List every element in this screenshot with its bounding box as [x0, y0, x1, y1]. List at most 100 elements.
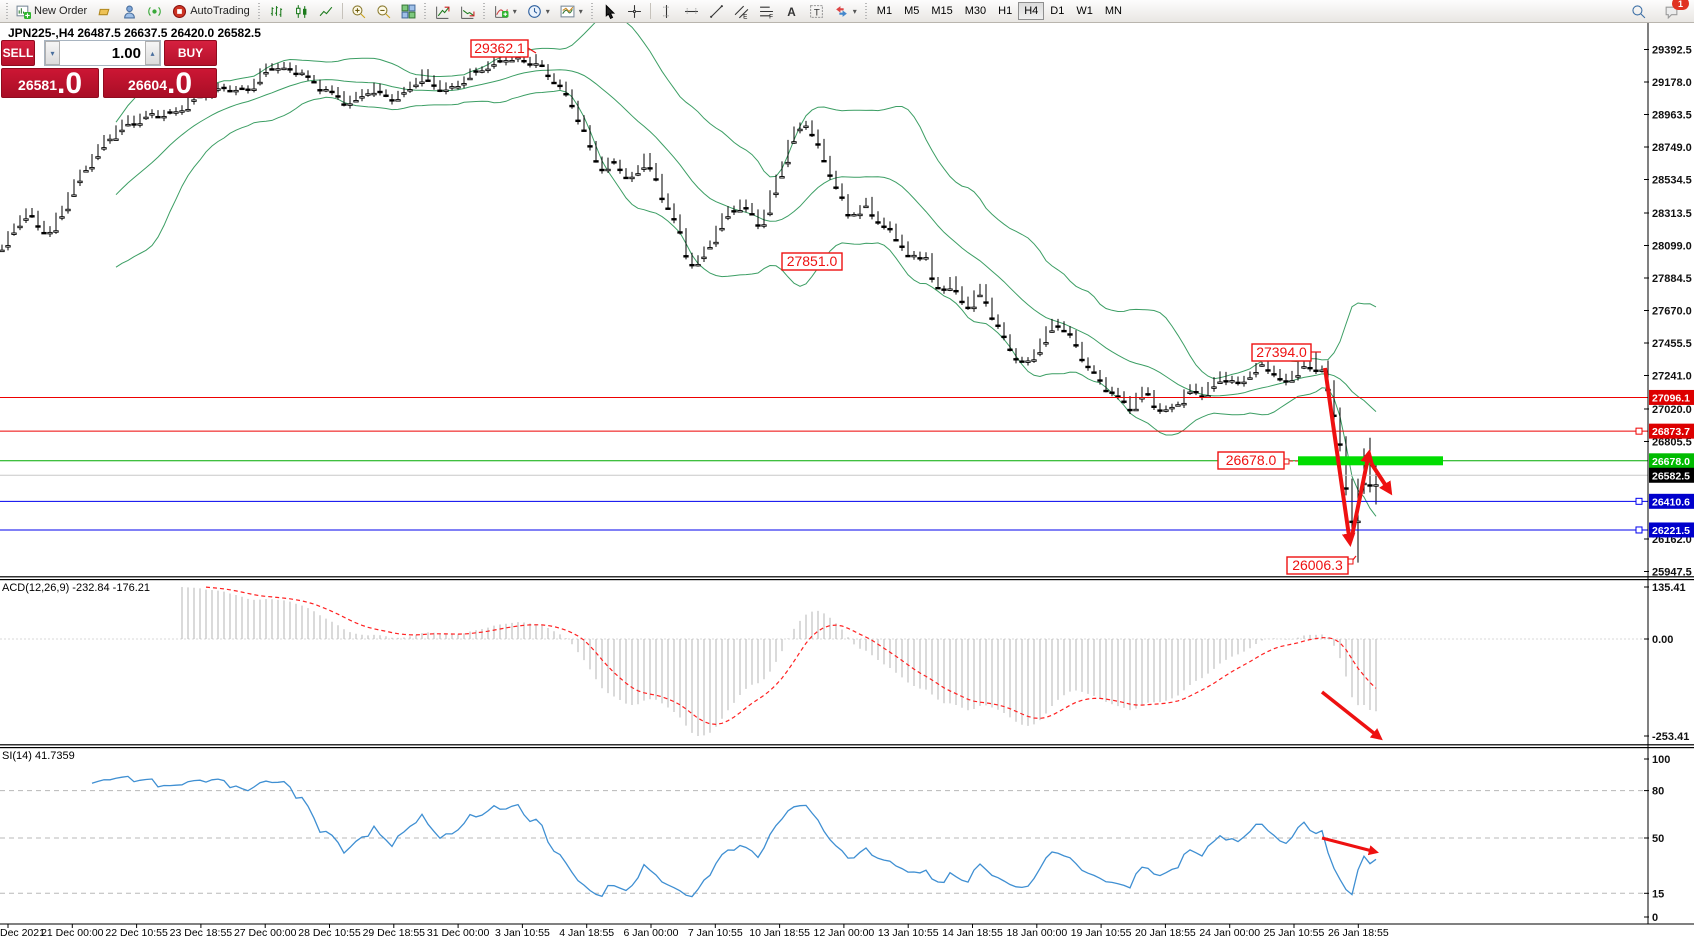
- svg-text:28534.5: 28534.5: [1652, 175, 1692, 187]
- chart-shift-icon-icon: [460, 6, 475, 19]
- svg-text:10 Jan 18:55: 10 Jan 18:55: [749, 927, 810, 939]
- zoom-out-icon[interactable]: [372, 1, 395, 21]
- svg-text:Dec 2021: Dec 2021: [0, 927, 45, 939]
- main-price-panel[interactable]: [0, 16, 1379, 563]
- svg-text:18 Jan 00:00: 18 Jan 00:00: [1006, 927, 1067, 939]
- sell-price-big: .0: [56, 67, 83, 100]
- timeframe-button-D1[interactable]: D1: [1044, 2, 1070, 20]
- buy-button[interactable]: BUY: [164, 40, 217, 66]
- svg-text:27 Dec 00:00: 27 Dec 00:00: [234, 927, 297, 939]
- timeframe-button-M1[interactable]: M1: [871, 2, 898, 20]
- arrows-menu-button[interactable]: ▾: [830, 1, 861, 21]
- svg-text:27884.5: 27884.5: [1652, 273, 1692, 285]
- timeframe-button-H4[interactable]: H4: [1018, 2, 1045, 20]
- fibonacci-icon-icon: F: [759, 6, 773, 19]
- svg-text:23 Dec 18:55: 23 Dec 18:55: [170, 927, 233, 939]
- svg-text:27020.0: 27020.0: [1652, 404, 1692, 416]
- svg-text:22 Dec 10:55: 22 Dec 10:55: [105, 927, 168, 939]
- vertical-line-icon[interactable]: [655, 1, 678, 21]
- templates-menu-button[interactable]: ▾: [556, 1, 587, 21]
- notifications-icon[interactable]: 1: [1660, 0, 1689, 22]
- periods-icon: [527, 4, 541, 18]
- svg-text:80: 80: [1652, 786, 1664, 798]
- fibonacci-icon[interactable]: F: [755, 1, 778, 21]
- price-level-lines[interactable]: [0, 396, 1648, 534]
- svg-text:0.00: 0.00: [1652, 634, 1673, 646]
- sell-button[interactable]: SELL: [1, 40, 35, 66]
- volume-box: ▾ ▴: [44, 40, 161, 66]
- horizontal-line-icon[interactable]: [680, 1, 703, 21]
- notification-badge: 1: [1672, 0, 1689, 10]
- toolbar-grip: [863, 3, 869, 19]
- svg-text:31 Dec 00:00: 31 Dec 00:00: [427, 927, 490, 939]
- mql-community-icon-icon: [98, 8, 110, 15]
- rsi-panel[interactable]: [0, 775, 1648, 898]
- arrows-icon: [835, 5, 847, 17]
- svg-text:6 Jan 00:00: 6 Jan 00:00: [624, 927, 679, 939]
- timeframe-button-MN[interactable]: MN: [1099, 2, 1128, 20]
- trendline-icon[interactable]: [705, 1, 728, 21]
- timeframe-button-W1[interactable]: W1: [1070, 2, 1099, 20]
- caret-up-icon: ▴: [150, 48, 155, 58]
- tile-windows-icon[interactable]: [397, 1, 420, 21]
- search-icon[interactable]: [1627, 0, 1650, 22]
- svg-text:12 Jan 00:00: 12 Jan 00:00: [814, 927, 875, 939]
- svg-text:26582.5: 26582.5: [1652, 470, 1690, 482]
- buy-price[interactable]: 26604.0: [103, 68, 217, 99]
- crosshair-icon[interactable]: [623, 1, 646, 21]
- expert-advisors-icon[interactable]: [118, 1, 141, 21]
- svg-text:19 Jan 10:55: 19 Jan 10:55: [1071, 927, 1132, 939]
- svg-text:25947.5: 25947.5: [1652, 566, 1692, 578]
- timeframe-button-M5[interactable]: M5: [898, 2, 925, 20]
- macd-panel[interactable]: [0, 586, 1648, 736]
- tile-windows-icon-icon: [401, 4, 416, 18]
- crosshair-icon-icon: [627, 4, 641, 18]
- cursor-icon[interactable]: [598, 1, 621, 21]
- zoom-in-icon-icon: [352, 4, 366, 18]
- indicators-icon: [494, 5, 509, 18]
- volume-increase-button[interactable]: ▴: [145, 41, 160, 65]
- text-label-icon-icon: T: [809, 4, 823, 18]
- timeframe-button-M30[interactable]: M30: [959, 2, 992, 20]
- text-label-icon[interactable]: T: [805, 1, 828, 21]
- svg-text:26410.6: 26410.6: [1652, 496, 1690, 508]
- new-order-button[interactable]: New Order: [12, 1, 91, 21]
- toolbar-separator: [649, 3, 651, 19]
- bar-chart-icon[interactable]: [265, 1, 288, 21]
- svg-text:24 Jan 00:00: 24 Jan 00:00: [1199, 927, 1260, 939]
- svg-text:13 Jan 10:55: 13 Jan 10:55: [878, 927, 939, 939]
- line-chart-icon[interactable]: [315, 1, 338, 21]
- auto-scroll-icon[interactable]: [431, 1, 454, 21]
- sell-price[interactable]: 26581.0: [1, 67, 100, 100]
- svg-text:50: 50: [1652, 833, 1664, 845]
- periods-menu-button[interactable]: ▾: [523, 1, 554, 21]
- trendline-icon-icon: [709, 4, 723, 18]
- zoom-out-icon-icon: [377, 4, 391, 18]
- volume-input[interactable]: [60, 41, 145, 65]
- zoom-in-icon[interactable]: [347, 1, 370, 21]
- text-icon[interactable]: A: [780, 1, 803, 21]
- candlestick-chart-icon[interactable]: [290, 1, 313, 21]
- autotrading-button[interactable]: AutoTrading: [168, 1, 254, 21]
- chart-shift-icon[interactable]: [456, 1, 479, 21]
- toolbar-grip: [256, 3, 262, 19]
- equidistant-channel-icon[interactable]: E: [730, 1, 753, 21]
- candlestick-chart-icon-icon: [295, 4, 307, 18]
- timeframe-button-H1[interactable]: H1: [992, 2, 1018, 20]
- signals-icon[interactable]: [143, 1, 166, 21]
- price-axis[interactable]: 29392.5 29178.0 28963.5 28749.0 28534.5 28313…: [1644, 23, 1694, 924]
- indicators-menu-button[interactable]: ▾: [490, 1, 521, 21]
- chart-annotations[interactable]: 29362.1 27851.0 27394.0 26678.0 26006.3: [470, 39, 1393, 856]
- mql-community-icon[interactable]: [93, 1, 116, 21]
- svg-text:21 Dec 00:00: 21 Dec 00:00: [41, 927, 104, 939]
- svg-text:26678.0: 26678.0: [1226, 452, 1277, 468]
- volume-decrease-button[interactable]: ▾: [45, 41, 60, 65]
- timeframe-button-M15[interactable]: M15: [925, 2, 958, 20]
- svg-text:26805.5: 26805.5: [1652, 436, 1692, 448]
- horizontal-line-icon-icon: [684, 7, 698, 15]
- svg-text:0: 0: [1652, 912, 1658, 924]
- chart-info-line: JPN225-,H4 26487.5 26637.5 26420.0 26582…: [8, 26, 261, 40]
- svg-text:27394.0: 27394.0: [1256, 344, 1307, 360]
